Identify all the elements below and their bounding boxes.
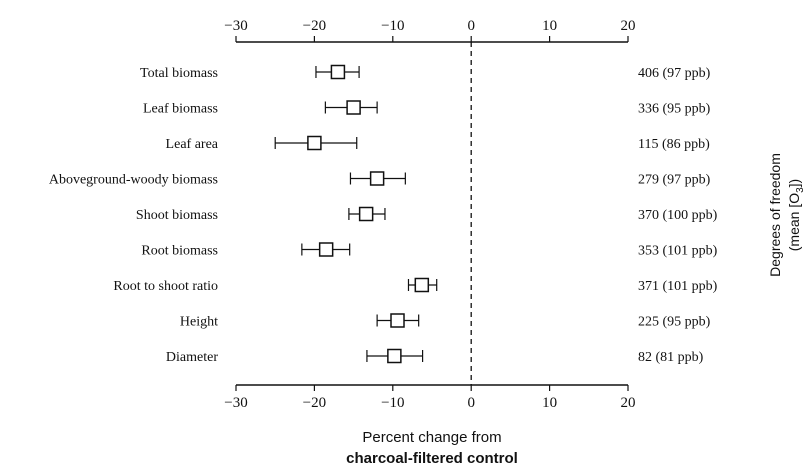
mean-marker (390, 313, 405, 328)
bottom-tick-label: −10 (381, 395, 404, 411)
mean-marker (358, 206, 374, 222)
row-root-to-shoot-ratio: Root to shoot ratio 371 (101 ppb) (113, 277, 718, 294)
right-axis-label-line1: Degrees of freedom (767, 153, 783, 277)
rows-group: Total biomass 406 (97 ppb) Leaf biomass 336… (49, 64, 718, 365)
top-tick-label: 20 (621, 18, 636, 34)
top-tick-label: 10 (542, 18, 557, 34)
degrees-of-freedom-label: 225 (95 ppb) (638, 315, 711, 330)
bottom-axis: −30 −20 −10 0 10 20 (224, 384, 636, 411)
mean-marker (330, 64, 346, 80)
x-axis-label-line2: charcoal-filtered control (346, 450, 518, 467)
row-leaf-biomass: Leaf biomass 336 (95 ppb) (143, 100, 711, 117)
mean-marker (387, 348, 402, 364)
degrees-of-freedom-label: 370 (100 ppb) (638, 208, 718, 223)
bottom-tick-label: 20 (621, 395, 636, 411)
bottom-tick-label: −30 (224, 395, 247, 411)
mean-marker (369, 171, 385, 186)
row-shoot-biomass: Shoot biomass 370 (100 ppb) (136, 206, 718, 223)
row-label: Shoot biomass (136, 208, 218, 223)
bottom-tick-label: −20 (303, 395, 326, 411)
top-tick-label: 0 (467, 18, 475, 34)
mean-marker (346, 100, 361, 115)
degrees-of-freedom-label: 82 (81 ppb) (638, 350, 704, 365)
row-total-biomass: Total biomass 406 (97 ppb) (140, 64, 711, 81)
row-root-biomass: Root biomass 353 (101 ppb) (141, 242, 718, 259)
row-label: Root biomass (141, 244, 218, 259)
top-axis: −30 −20 −10 0 10 20 (224, 18, 636, 43)
row-label: Leaf area (166, 137, 219, 152)
degrees-of-freedom-label: 353 (101 ppb) (638, 244, 718, 259)
row-label: Total biomass (140, 66, 218, 81)
row-label: Aboveground-woody biomass (49, 173, 218, 188)
bottom-tick-label: 10 (542, 395, 557, 411)
bottom-tick-label: 0 (467, 395, 475, 411)
top-tick-label: −10 (381, 18, 404, 34)
row-label: Leaf biomass (143, 102, 218, 117)
degrees-of-freedom-label: 279 (97 ppb) (638, 173, 711, 188)
degrees-of-freedom-label: 115 (86 ppb) (638, 137, 710, 152)
row-label: Root to shoot ratio (113, 279, 218, 294)
degrees-of-freedom-label: 406 (97 ppb) (638, 66, 711, 81)
row-diameter: Diameter 82 (81 ppb) (166, 348, 704, 365)
row-height: Height 225 (95 ppb) (180, 313, 711, 330)
top-tick-label: −20 (303, 18, 326, 34)
mean-marker (414, 277, 430, 293)
row-leaf-area: Leaf area 115 (86 ppb) (166, 135, 710, 152)
mean-marker (307, 135, 322, 151)
degrees-of-freedom-label: 371 (101 ppb) (638, 279, 718, 294)
row-label: Diameter (166, 350, 218, 365)
row-aboveground-woody-biomass: Aboveground-woody biomass 279 (97 ppb) (49, 171, 711, 188)
degrees-of-freedom-label: 336 (95 ppb) (638, 102, 711, 117)
row-label: Height (180, 315, 218, 330)
right-axis-label: Degrees of freedom (mean [O3]) (767, 153, 806, 277)
top-tick-label: −30 (224, 18, 247, 34)
x-axis-label-line1: Percent change from (362, 429, 501, 446)
mean-marker (318, 242, 334, 257)
right-axis-label-line2: (mean [O3]) (786, 179, 806, 251)
